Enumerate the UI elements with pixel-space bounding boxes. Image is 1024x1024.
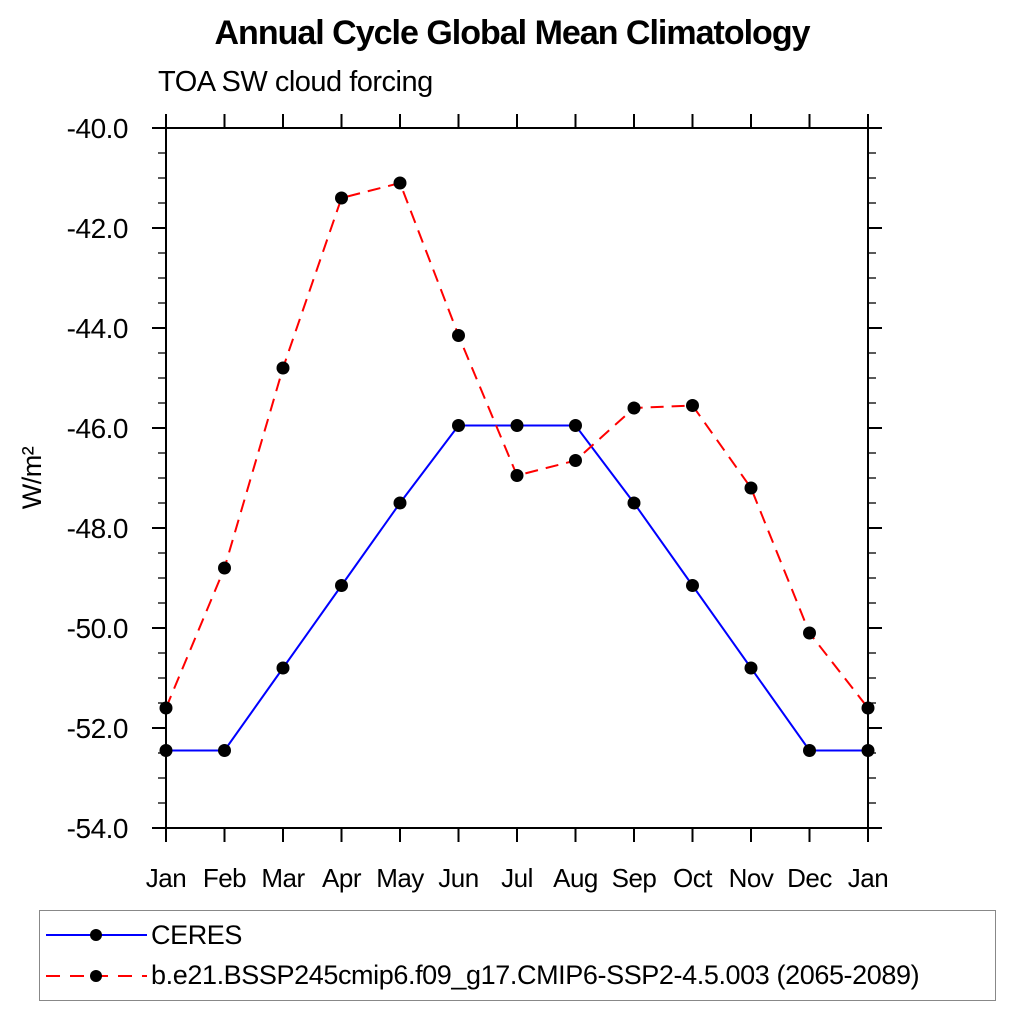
x-tick-label: Aug — [553, 863, 598, 893]
x-tick-label: Oct — [673, 863, 713, 893]
y-tick-label: -42.0 — [67, 213, 128, 244]
x-tick-label: Apr — [322, 863, 362, 893]
legend-item-ceres: CERES — [44, 916, 995, 954]
data-point-marker — [159, 701, 173, 715]
y-tick-label: -54.0 — [67, 813, 128, 844]
x-tick-label: Jan — [848, 863, 888, 893]
legend-key-solid-line-icon — [46, 929, 147, 942]
x-tick-label: Sep — [612, 863, 657, 893]
y-tick-label: -46.0 — [67, 413, 128, 444]
data-point-marker — [276, 661, 290, 675]
legend-item-model: b.e21.BSSP245cmip6.f09_g17.CMIP6-SSP2-4.… — [44, 957, 995, 995]
x-tick-label: Jan — [146, 863, 186, 893]
data-point-marker — [686, 399, 699, 412]
x-tick-label: Dec — [787, 863, 832, 893]
x-tick-label: Nov — [729, 863, 774, 893]
legend: CERES b.e21.BSSP245cmip6.f09_g17.CMIP6-S… — [39, 910, 996, 1001]
data-point-marker — [744, 481, 758, 495]
data-point-marker — [276, 361, 290, 375]
legend-label-ceres: CERES — [151, 919, 243, 950]
chart-subtitle: TOA SW cloud forcing — [158, 66, 433, 98]
x-tick-label: Jul — [501, 863, 533, 893]
data-point-marker — [335, 191, 348, 205]
data-point-marker — [452, 329, 465, 342]
data-point-marker — [803, 626, 816, 640]
data-point-marker — [510, 469, 524, 482]
data-point-marker — [569, 419, 582, 432]
data-point-marker — [803, 744, 816, 757]
data-point-marker — [510, 419, 524, 432]
data-point-marker — [218, 561, 231, 575]
data-point-marker — [393, 496, 407, 510]
plot-area: Jan Feb Mar Apr May Jun Jul Aug Sep Oct Nov Dec Jan-… — [67, 113, 889, 893]
y-tick-label: -44.0 — [67, 313, 128, 344]
y-tick-label: -52.0 — [67, 713, 128, 744]
x-tick-label: Jun — [438, 863, 478, 893]
data-point-marker — [569, 454, 582, 467]
data-point-marker — [159, 744, 173, 757]
data-point-marker — [393, 176, 407, 190]
legend-key-dashed-line-icon — [46, 969, 147, 982]
data-point-marker — [861, 701, 875, 715]
y-tick-label: -48.0 — [67, 513, 128, 544]
data-point-marker — [627, 401, 641, 415]
y-tick-label: -40.0 — [67, 113, 128, 144]
data-point-marker — [744, 661, 758, 675]
x-tick-label: Mar — [261, 863, 305, 893]
data-point-marker — [335, 579, 348, 592]
data-point-marker — [452, 419, 465, 432]
data-point-marker — [861, 744, 875, 757]
data-point-marker — [218, 744, 231, 757]
x-tick-label: May — [376, 863, 424, 893]
data-point-marker — [686, 579, 699, 592]
y-tick-label: -50.0 — [67, 613, 128, 644]
legend-label-model: b.e21.BSSP245cmip6.f09_g17.CMIP6-SSP2-4.… — [151, 960, 920, 991]
series-line-1 — [165, 181, 869, 709]
x-tick-label: Feb — [203, 863, 246, 893]
chart-title: Annual Cycle Global Mean Climatology — [214, 14, 811, 52]
data-point-marker — [627, 496, 641, 510]
